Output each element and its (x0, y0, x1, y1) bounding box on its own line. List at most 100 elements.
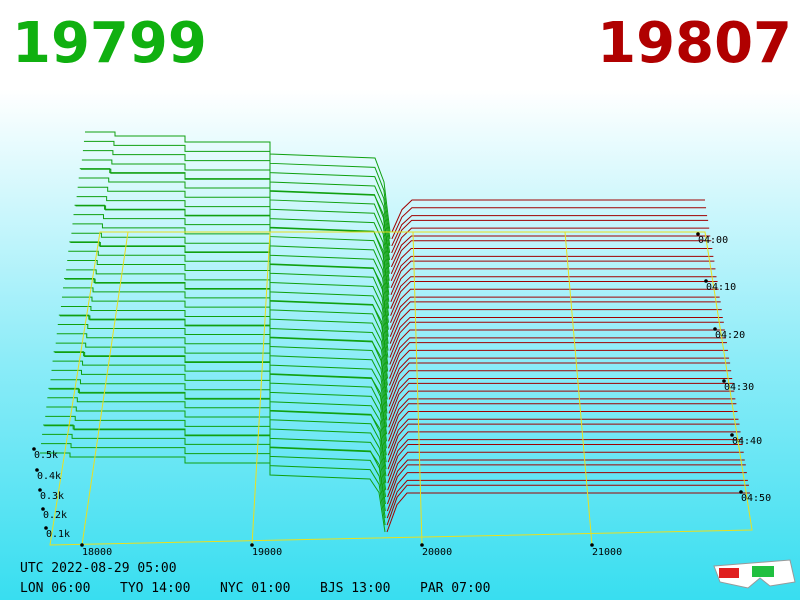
bid-curve (65, 278, 389, 365)
bid-curve (56, 333, 388, 421)
tick-dot (41, 507, 45, 511)
ask-curve (391, 207, 707, 240)
bid-curve (71, 232, 389, 323)
bid-curve (55, 342, 388, 428)
bid-curve (80, 168, 391, 260)
ask-curve (389, 342, 727, 379)
bid-curve (60, 305, 388, 393)
bid-curve (53, 351, 388, 442)
ask-curve (391, 215, 708, 247)
bid-curve (78, 177, 390, 274)
ask-curve (388, 403, 737, 442)
bid-curve (68, 250, 389, 344)
ask-curve (386, 492, 750, 533)
ask-curve (388, 370, 732, 407)
depth-label: 0.2k (43, 510, 67, 521)
depth-label: 0.1k (46, 529, 70, 540)
time-label: 04:40 (732, 436, 762, 447)
bid-curve (63, 287, 389, 379)
ask-curve (387, 443, 743, 484)
bid-curve (43, 424, 386, 512)
ask-curve (387, 459, 745, 498)
time-label: 04:30 (724, 382, 754, 393)
ask-price: 19807 (597, 11, 792, 76)
bid-curve (61, 296, 388, 386)
ask-curve (388, 398, 736, 435)
bid-curve (54, 351, 388, 435)
ask-curve (391, 199, 705, 233)
bid-curve (64, 278, 389, 372)
time-label: 04:10 (706, 282, 736, 293)
clock: TYO 14:00 (120, 581, 190, 596)
bid-curve (79, 168, 390, 267)
depth-label: 0.3k (40, 491, 64, 502)
tick-dot (590, 543, 594, 547)
bid-price: 19799 (12, 11, 207, 76)
bid-curve (44, 425, 386, 505)
ask-curve (390, 248, 713, 282)
bid-curve (74, 204, 390, 302)
ask-curve (389, 321, 724, 358)
bid-curve (40, 452, 386, 533)
ask-curve (390, 276, 717, 309)
bid-curve (75, 205, 390, 295)
ask-curve (386, 479, 748, 519)
ask-curve (386, 464, 746, 505)
ask-curve (389, 316, 723, 351)
ask-curve (390, 240, 712, 275)
ask-curve (389, 329, 725, 365)
clock: PAR 07:00 (420, 581, 490, 596)
ask-curve (387, 439, 742, 477)
bid-curve (73, 214, 390, 309)
bid-curve (59, 315, 388, 400)
time-label: 04:50 (741, 493, 771, 504)
ask-curve (391, 227, 710, 261)
depth-label: 0.4k (37, 471, 61, 482)
bid-curve (85, 131, 391, 233)
bid-curve (45, 415, 387, 498)
tick-dot (38, 488, 42, 492)
bid-curve (41, 443, 386, 526)
bid-curve (46, 406, 387, 491)
bid-curve (42, 433, 386, 519)
ask-curve (387, 423, 740, 463)
ask-curve (388, 349, 729, 386)
bid-curve (57, 323, 388, 414)
price-label: 20000 (422, 547, 452, 558)
ask-curve (387, 411, 738, 449)
time-label: 04:20 (715, 330, 745, 341)
bid-curve (58, 314, 388, 407)
tick-dot (722, 379, 726, 383)
bid-curve (66, 269, 389, 358)
ask-curve (386, 472, 747, 512)
ask-curve (386, 484, 749, 526)
bid-curve (50, 379, 387, 463)
bid-curve (48, 387, 387, 477)
ask-curve (389, 309, 722, 344)
bid-curve (70, 242, 389, 330)
ask-curve (389, 301, 721, 337)
bid-curve (72, 223, 390, 316)
tick-dot (44, 526, 48, 530)
tick-dot (32, 447, 36, 451)
price-label: 18000 (82, 547, 112, 558)
ask-curve (387, 451, 744, 491)
ask-curve (387, 431, 741, 470)
price-label: 21000 (592, 547, 622, 558)
utc-time: UTC 2022-08-29 05:00 (20, 561, 177, 576)
bid-curve (52, 360, 387, 449)
tick-dot (704, 279, 708, 283)
bid-curve (67, 260, 389, 351)
bid-curve (47, 397, 387, 484)
tick-dot (420, 543, 424, 547)
ask-curve (388, 378, 733, 414)
ask-curve (390, 288, 719, 323)
ask-curve (391, 219, 709, 254)
tick-dot (730, 433, 734, 437)
ask-curve (387, 418, 739, 456)
ask-curve (389, 296, 720, 330)
tick-dot (739, 490, 743, 494)
depth-label: 0.5k (34, 450, 58, 461)
